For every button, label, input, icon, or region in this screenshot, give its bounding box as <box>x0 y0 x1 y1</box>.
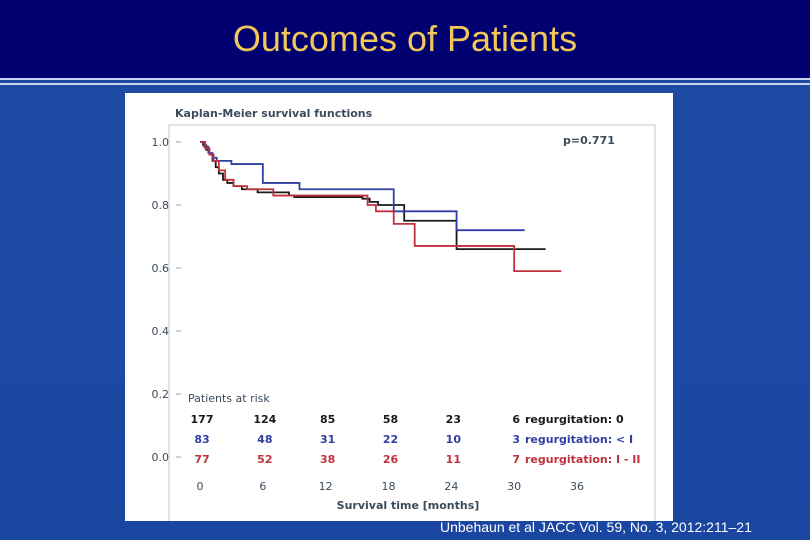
y-tick-label: 0.6 <box>152 262 170 275</box>
risk-count: 177 <box>191 413 214 426</box>
x-tick-label: 0 <box>197 480 204 493</box>
risk-count: 77 <box>194 453 209 466</box>
x-tick-label: 6 <box>259 480 266 493</box>
risk-row-label: regurgitation: I - II <box>525 453 641 466</box>
y-tick-label: 1.0 <box>152 136 170 149</box>
risk-count: 83 <box>194 433 209 446</box>
citation: Unbehaun et al JACC Vol. 59, No. 3, 2012… <box>440 519 752 535</box>
title-divider-lower <box>0 83 810 85</box>
survival-line-2 <box>200 141 562 273</box>
chart-figure: Kaplan-Meier survival functions p=0.771 … <box>125 93 673 524</box>
chart-title: Kaplan-Meier survival functions <box>175 107 373 120</box>
risk-row-label: regurgitation: 0 <box>525 413 624 426</box>
risk-count: 6 <box>512 413 520 426</box>
y-tick-label: 0.0 <box>152 451 170 464</box>
risk-count: 23 <box>446 413 461 426</box>
risk-count: 10 <box>446 433 462 446</box>
title-bar <box>0 0 810 78</box>
axes-layer: 0.00.20.40.60.81.00 6 12 18 24 30 36 <box>152 136 585 493</box>
survival-line-0 <box>200 141 546 250</box>
risk-count: 22 <box>383 433 398 446</box>
series-layer <box>200 141 562 273</box>
survival-line-1 <box>200 141 525 232</box>
risk-row-label: regurgitation: < I <box>525 433 633 446</box>
title-divider <box>0 78 810 80</box>
risk-count: 52 <box>257 453 272 466</box>
risk-count: 124 <box>253 413 276 426</box>
risk-count: 58 <box>383 413 398 426</box>
km-chart: Kaplan-Meier survival functions p=0.771 … <box>152 107 656 524</box>
risk-count: 48 <box>257 433 272 446</box>
risk-table-header: Patients at risk <box>188 392 270 405</box>
risk-count: 85 <box>320 413 335 426</box>
x-tick-label: 18 <box>382 480 396 493</box>
y-tick-label: 0.2 <box>152 388 170 401</box>
x-tick-label: 30 <box>507 480 521 493</box>
risk-count: 31 <box>320 433 335 446</box>
p-value-annotation: p=0.771 <box>563 134 615 147</box>
y-tick-label: 0.8 <box>152 199 170 212</box>
x-axis-label: Survival time [months] <box>337 499 480 512</box>
risk-count: 38 <box>320 453 335 466</box>
risk-table: 177 124 85 58 23 6 regurgitation: 0 83 48 31 22 10 3… <box>191 413 641 466</box>
risk-count: 3 <box>512 433 520 446</box>
slide-title: Outcomes of Patients <box>232 18 578 59</box>
y-tick-label: 0.4 <box>152 325 170 338</box>
x-tick-label: 24 <box>444 480 458 493</box>
risk-count: 7 <box>512 453 520 466</box>
risk-count: 26 <box>383 453 399 466</box>
x-tick-label: 12 <box>319 480 333 493</box>
risk-count: 11 <box>446 453 461 466</box>
x-tick-label: 36 <box>570 480 584 493</box>
